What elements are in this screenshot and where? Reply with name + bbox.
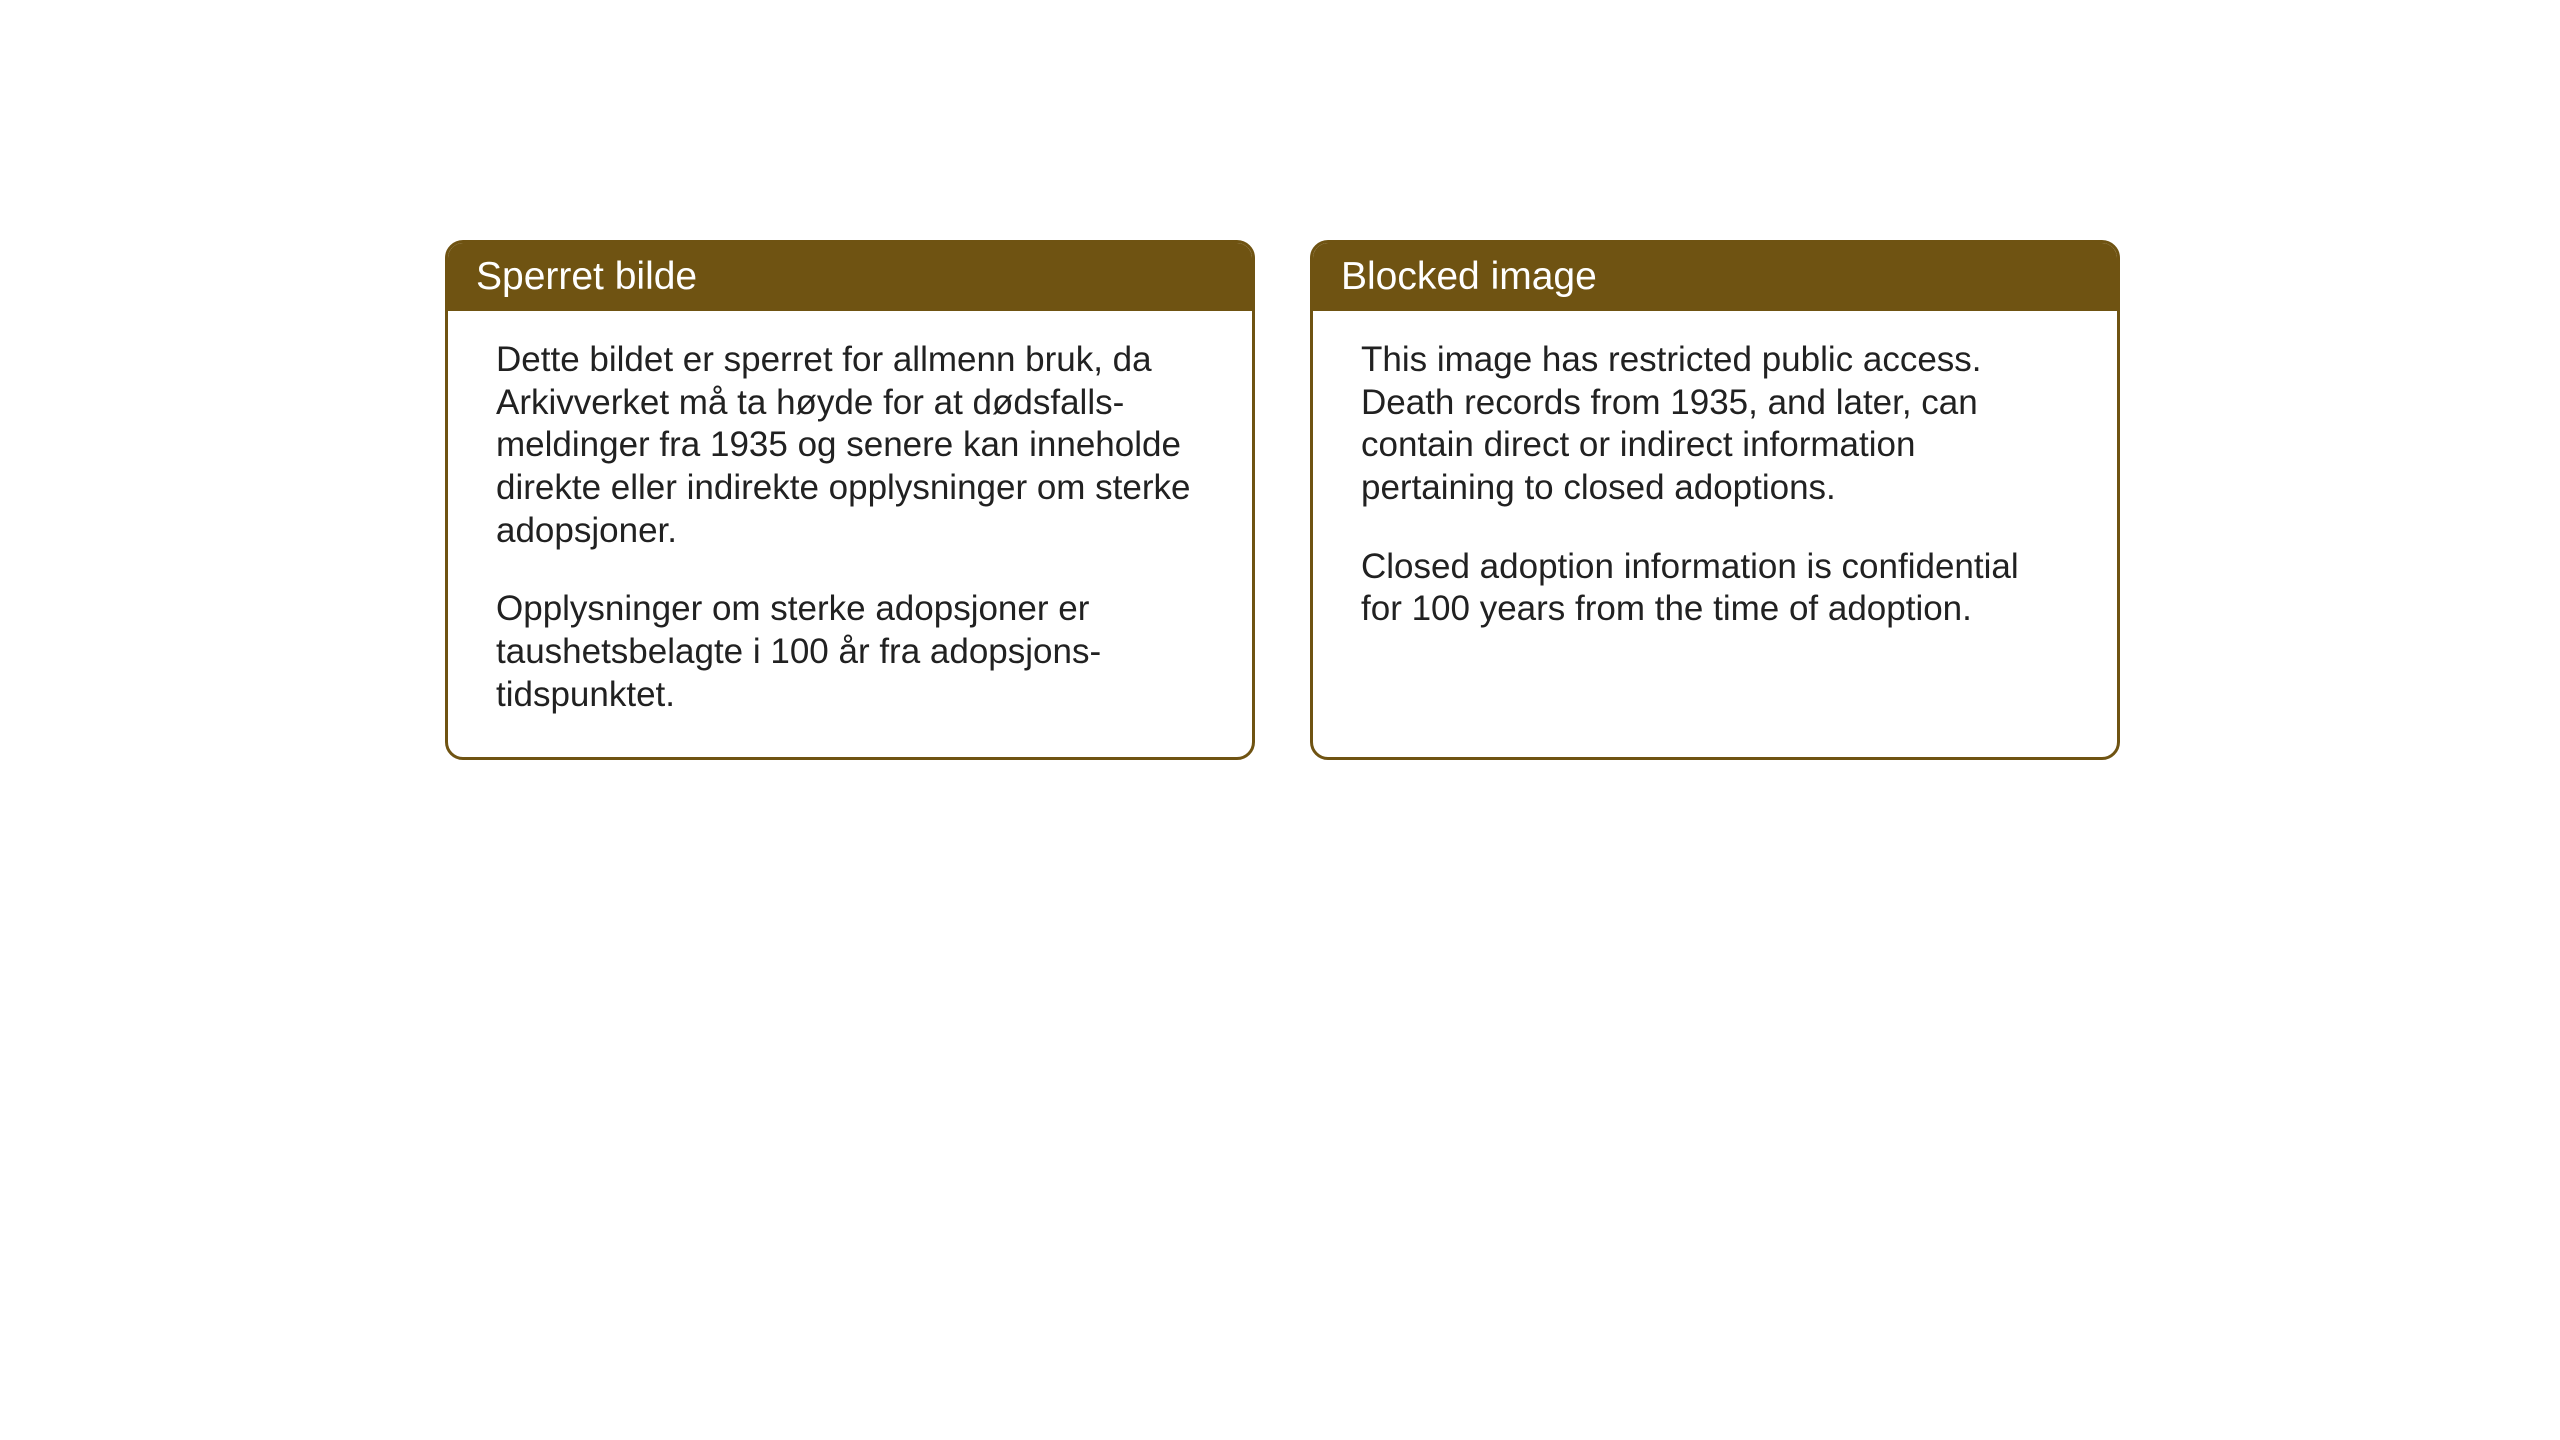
norwegian-paragraph-1: Dette bildet er sperret for allmenn bruk… [496, 339, 1204, 552]
norwegian-card-title: Sperret bilde [448, 243, 1252, 311]
english-paragraph-2: Closed adoption information is confident… [1361, 546, 2069, 631]
norwegian-paragraph-2: Opplysninger om sterke adopsjoner er tau… [496, 588, 1204, 716]
english-notice-card: Blocked image This image has restricted … [1310, 240, 2120, 760]
norwegian-card-body: Dette bildet er sperret for allmenn bruk… [448, 311, 1252, 757]
notice-container: Sperret bilde Dette bildet er sperret fo… [445, 240, 2120, 760]
english-card-title: Blocked image [1313, 243, 2117, 311]
english-paragraph-1: This image has restricted public access.… [1361, 339, 2069, 510]
english-card-body: This image has restricted public access.… [1313, 311, 2117, 671]
norwegian-notice-card: Sperret bilde Dette bildet er sperret fo… [445, 240, 1255, 760]
